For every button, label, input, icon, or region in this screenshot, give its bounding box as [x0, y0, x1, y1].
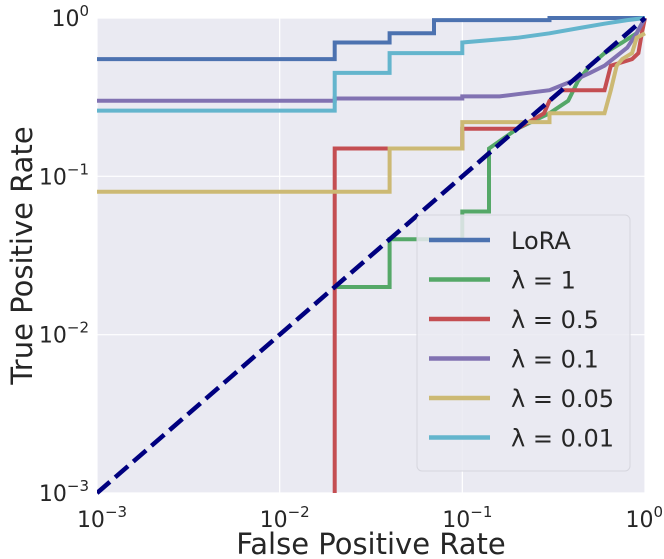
- x-tick-label-3: 100: [625, 503, 663, 533]
- x-tick-label-0: 10−3: [77, 503, 127, 533]
- series-line-0: [97, 16, 645, 62]
- series-line-4: [97, 31, 646, 194]
- legend-label-1: λ = 1: [511, 267, 576, 295]
- chance-reference-line: [97, 16, 647, 495]
- series-line-5: [97, 16, 646, 113]
- legend-label-5: λ = 0.01: [511, 425, 614, 453]
- legend: LoRA λ = 1 λ = 0.5 λ = 0.1 λ = 0.05 λ = 0.01: [416, 214, 631, 472]
- x-axis-label: False Positive Rate: [236, 527, 506, 559]
- legend-label-3: λ = 0.1: [511, 346, 599, 374]
- legend-label-4: λ = 0.05: [511, 385, 614, 413]
- reference-line-group: [97, 16, 647, 495]
- y-tick-label-0: 10−3: [39, 477, 89, 507]
- y-tick-label-1: 10−2: [39, 319, 89, 349]
- x-tick-label-1: 10−2: [260, 503, 310, 533]
- y-tick-label-3: 100: [51, 2, 89, 32]
- x-tick-label-2: 10−1: [442, 503, 492, 533]
- series-line-3: [97, 17, 647, 103]
- legend-label-0: LoRA: [511, 227, 571, 255]
- tick-labels: 10−3 10−2 10−1 100 10−3 10−2 10−1 100: [39, 2, 663, 533]
- y-tick-label-2: 10−1: [39, 160, 89, 190]
- legend-label-2: λ = 0.5: [511, 306, 599, 334]
- y-axis-label: True Positive Rate: [5, 126, 39, 385]
